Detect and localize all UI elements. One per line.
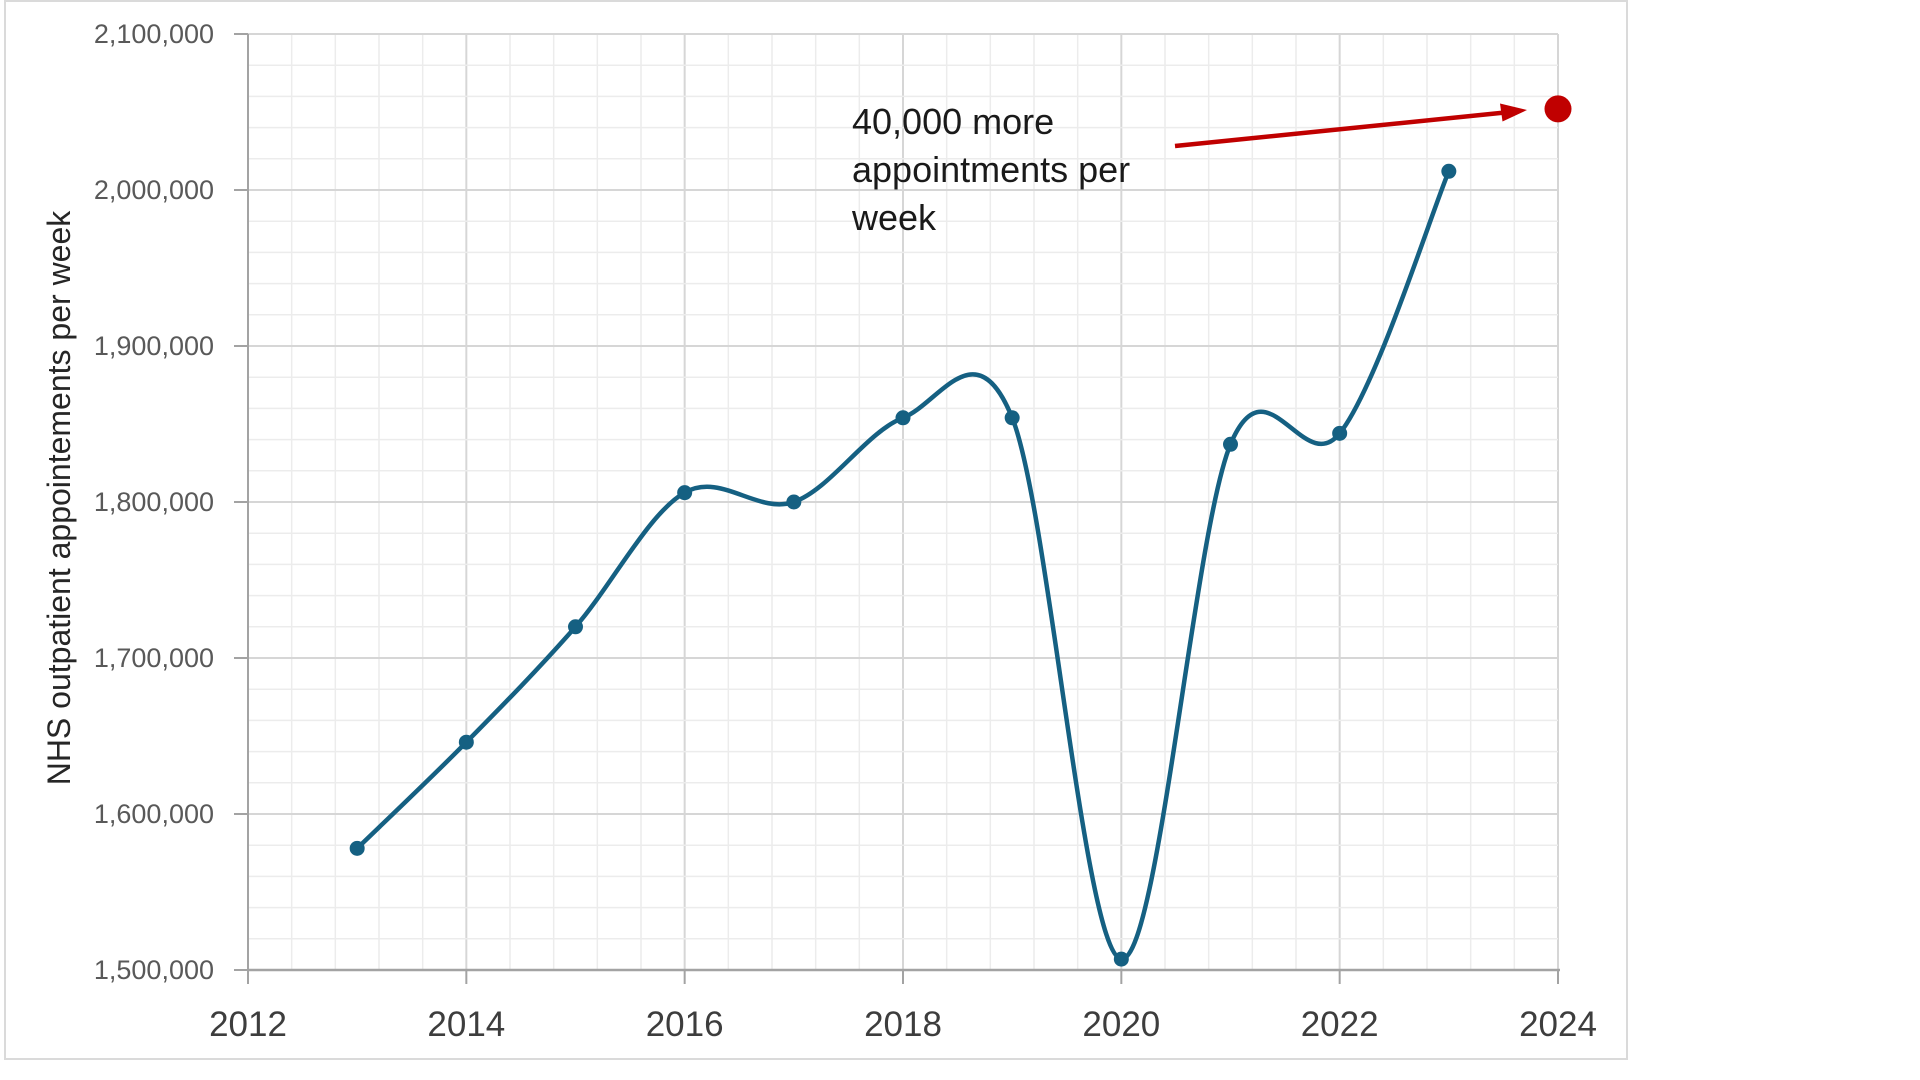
x-tick-label: 2014 (427, 1005, 505, 1044)
x-tick-label: 2022 (1301, 1005, 1379, 1044)
y-tick-label: 1,700,000 (94, 643, 214, 673)
data-point (349, 840, 365, 856)
data-point (1441, 163, 1457, 179)
data-point (1113, 951, 1129, 967)
annotation-line-1: 40,000 more (852, 101, 1055, 142)
annotation-arrowhead (1500, 103, 1527, 122)
y-tick-label: 1,900,000 (94, 331, 214, 361)
annotation-line-2: appointments per (852, 149, 1131, 190)
y-tick-label: 2,000,000 (94, 175, 214, 205)
data-point (1332, 425, 1348, 441)
data-point (1223, 436, 1238, 452)
x-tick-label: 2012 (209, 1005, 287, 1044)
data-point (895, 410, 911, 426)
x-tick-label: 2018 (864, 1005, 942, 1044)
y-tick-label: 1,500,000 (94, 955, 214, 985)
projected-point (1544, 95, 1572, 123)
data-point (568, 619, 583, 635)
data-point (677, 485, 693, 501)
x-tick-label: 2016 (646, 1005, 724, 1044)
y-tick-label: 1,800,000 (94, 487, 214, 517)
x-tick-label: 2024 (1519, 1005, 1597, 1044)
data-point (1004, 410, 1020, 426)
annotation-line-3: week (852, 197, 937, 238)
annotation: 40,000 more appointments per week (852, 98, 1130, 242)
y-tick-label: 1,600,000 (94, 799, 214, 829)
data-point (786, 494, 802, 510)
y-tick-label: 2,100,000 (94, 19, 214, 49)
x-tick-label: 2020 (1082, 1005, 1160, 1044)
data-point (458, 734, 474, 750)
y-axis-title: NHS outpatient appointements per week (41, 210, 77, 786)
annotation-arrow (1174, 110, 1506, 149)
